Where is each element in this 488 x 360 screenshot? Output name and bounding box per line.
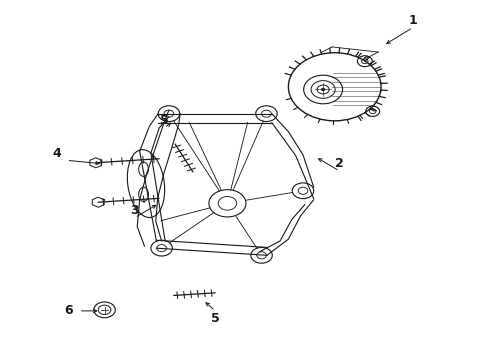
Circle shape [321, 88, 325, 91]
Text: 5: 5 [160, 114, 168, 127]
Text: 4: 4 [52, 147, 61, 159]
Text: 3: 3 [130, 204, 139, 217]
Text: 2: 2 [334, 157, 343, 170]
Text: 5: 5 [210, 311, 219, 325]
Text: 1: 1 [407, 14, 416, 27]
Text: 6: 6 [64, 305, 73, 318]
